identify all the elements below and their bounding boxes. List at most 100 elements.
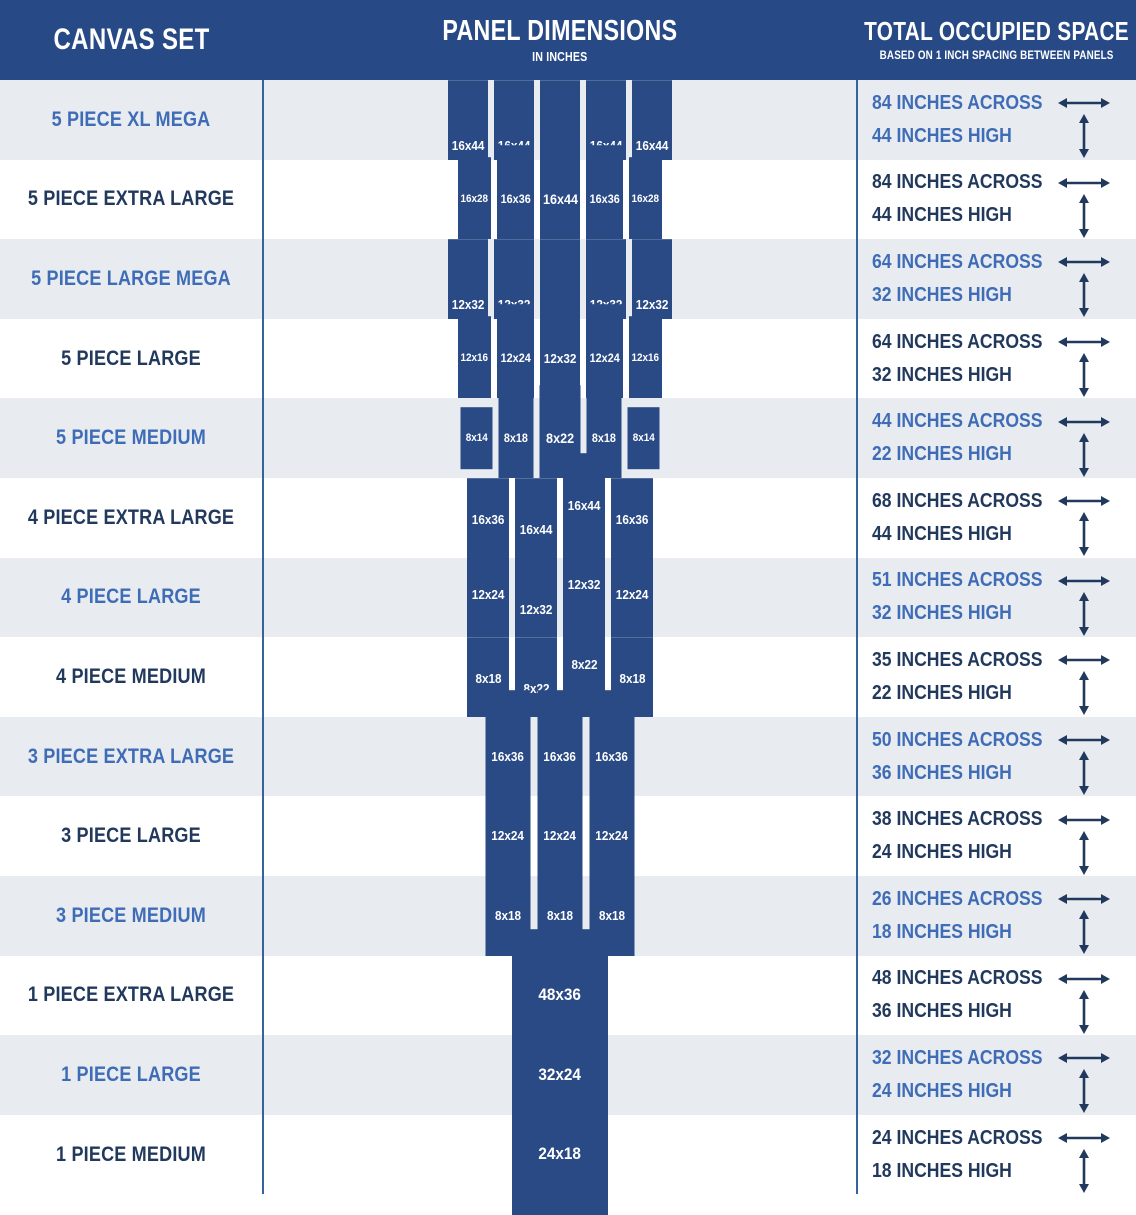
column-divider-right bbox=[856, 716, 858, 797]
double-arrow-horizontal-icon bbox=[1058, 177, 1110, 188]
double-arrow-horizontal-icon bbox=[1058, 973, 1110, 984]
canvas-panel: 16x36 bbox=[611, 477, 653, 562]
horizontal-arrow-wrapper bbox=[1054, 1050, 1114, 1066]
occupied-high-line: 32 INCHES HIGH bbox=[872, 353, 1122, 398]
double-arrow-vertical-icon bbox=[1079, 432, 1089, 477]
vertical-arrow-wrapper bbox=[1054, 1149, 1114, 1194]
vertical-arrow-wrapper bbox=[1054, 751, 1114, 796]
canvas-panel: 12x16 bbox=[629, 316, 662, 401]
panel-size-label: 12x24 bbox=[595, 828, 629, 844]
occupied-high-line: 24 INCHES HIGH bbox=[872, 1069, 1122, 1114]
horizontal-arrow-wrapper bbox=[1054, 812, 1114, 828]
column-divider-left bbox=[262, 637, 264, 717]
column-divider-left bbox=[262, 398, 264, 478]
occupied-across-text: 84 INCHES ACROSS bbox=[872, 91, 1043, 114]
occupied-space-cell: 64 INCHES ACROSS 32 INCHES HIGH bbox=[858, 319, 1136, 399]
panel-size-label: 12x24 bbox=[471, 587, 505, 603]
double-arrow-horizontal-icon bbox=[1058, 1133, 1110, 1144]
table-body: 5 PIECE XL MEGA 16x44 16x44 16x44 16x44 16x44… bbox=[0, 80, 1136, 1215]
panel-size-label: 16x44 bbox=[567, 498, 601, 514]
column-divider-right bbox=[856, 637, 858, 717]
occupied-across-line: 64 INCHES ACROSS bbox=[872, 326, 1122, 359]
horizontal-arrow-wrapper bbox=[1054, 95, 1114, 111]
panel-group: 16x28 16x36 16x44 16x36 16x28 bbox=[458, 133, 662, 266]
panel-group: 24x18 bbox=[512, 1088, 608, 1215]
occupied-across-line: 68 INCHES ACROSS bbox=[872, 485, 1122, 518]
horizontal-arrow-wrapper bbox=[1054, 891, 1114, 907]
double-arrow-horizontal-icon bbox=[1058, 496, 1110, 507]
panel-group: 12x24 12x32 12x32 12x24 bbox=[467, 533, 653, 662]
panel-size-label: 12x24 bbox=[543, 828, 577, 844]
panel-size-label: 16x36 bbox=[543, 749, 577, 765]
occupied-high-text: 18 INCHES HIGH bbox=[872, 1159, 1012, 1182]
header-title-total-occupied-space: TOTAL OCCUPIED SPACE bbox=[864, 16, 1129, 47]
column-divider-left bbox=[262, 318, 264, 399]
horizontal-arrow-wrapper bbox=[1054, 414, 1114, 430]
vertical-arrow-wrapper bbox=[1054, 114, 1114, 159]
occupied-high-text: 44 INCHES HIGH bbox=[872, 204, 1012, 227]
occupied-high-line: 32 INCHES HIGH bbox=[872, 273, 1122, 318]
column-divider-left bbox=[262, 477, 264, 558]
occupied-high-line: 18 INCHES HIGH bbox=[872, 910, 1122, 955]
canvas-panel: 16x28 bbox=[458, 157, 491, 242]
vertical-arrow-wrapper bbox=[1054, 830, 1114, 875]
occupied-high-line: 32 INCHES HIGH bbox=[872, 591, 1122, 636]
canvas-panel: 16x36 bbox=[586, 145, 623, 254]
panel-size-label: 16x44 bbox=[519, 522, 553, 538]
double-arrow-vertical-icon bbox=[1079, 671, 1089, 716]
occupied-space-cell: 48 INCHES ACROSS 36 INCHES HIGH bbox=[858, 956, 1136, 1036]
panel-size-label: 12x24 bbox=[500, 351, 531, 366]
horizontal-arrow-wrapper bbox=[1054, 175, 1114, 191]
occupied-across-line: 50 INCHES ACROSS bbox=[872, 724, 1122, 757]
occupied-space-cell: 84 INCHES ACROSS 44 INCHES HIGH bbox=[858, 80, 1136, 160]
occupied-space-cell: 32 INCHES ACROSS 24 INCHES HIGH bbox=[858, 1035, 1136, 1115]
column-divider-right bbox=[856, 80, 858, 160]
vertical-arrow-wrapper bbox=[1054, 353, 1114, 398]
vertical-arrow-wrapper bbox=[1054, 989, 1114, 1034]
panel-group: 8x14 8x18 8x22 8x18 8x14 bbox=[460, 385, 660, 492]
header-cell-total-occupied-space: TOTAL OCCUPIED SPACE BASED ON 1 INCH SPA… bbox=[857, 0, 1136, 80]
canvas-set-name: 1 PIECE MEDIUM bbox=[56, 1142, 206, 1166]
occupied-high-line: 24 INCHES HIGH bbox=[872, 830, 1122, 875]
canvas-panel: 8x14 bbox=[460, 407, 493, 470]
occupied-space-cell: 68 INCHES ACROSS 44 INCHES HIGH bbox=[858, 478, 1136, 558]
panel-diagram: 8x14 8x18 8x22 8x18 8x14 bbox=[264, 385, 856, 492]
double-arrow-horizontal-icon bbox=[1058, 257, 1110, 268]
occupied-space-cell: 35 INCHES ACROSS 22 INCHES HIGH bbox=[858, 637, 1136, 717]
occupied-across-text: 32 INCHES ACROSS bbox=[872, 1046, 1043, 1069]
canvas-set-name: 4 PIECE LARGE bbox=[61, 585, 201, 609]
vertical-arrow-wrapper bbox=[1054, 591, 1114, 636]
canvas-set-name: 4 PIECE MEDIUM bbox=[56, 664, 206, 688]
column-divider-left bbox=[262, 159, 264, 240]
horizontal-arrow-wrapper bbox=[1054, 971, 1114, 987]
panel-size-label: 8x18 bbox=[598, 908, 626, 924]
panel-size-label: 16x28 bbox=[460, 193, 489, 206]
column-divider-left bbox=[262, 875, 264, 956]
occupied-high-line: 22 INCHES HIGH bbox=[872, 671, 1122, 716]
horizontal-arrow-wrapper bbox=[1054, 732, 1114, 748]
occupied-across-text: 48 INCHES ACROSS bbox=[872, 967, 1043, 990]
double-arrow-horizontal-icon bbox=[1058, 814, 1110, 825]
double-arrow-horizontal-icon bbox=[1058, 894, 1110, 905]
occupied-across-line: 51 INCHES ACROSS bbox=[872, 564, 1122, 597]
canvas-panel: 16x28 bbox=[629, 157, 662, 242]
panel-size-label: 16x36 bbox=[615, 512, 649, 528]
occupied-space-cell: 26 INCHES ACROSS 18 INCHES HIGH bbox=[858, 876, 1136, 956]
double-arrow-horizontal-icon bbox=[1058, 1053, 1110, 1064]
panel-size-label: 8x18 bbox=[503, 431, 529, 446]
canvas-set-name: 5 PIECE EXTRA LARGE bbox=[27, 187, 235, 211]
panel-size-label: 24x18 bbox=[538, 1144, 582, 1164]
column-divider-right bbox=[856, 159, 858, 240]
occupied-across-text: 35 INCHES ACROSS bbox=[872, 648, 1043, 671]
occupied-space-cell: 64 INCHES ACROSS 32 INCHES HIGH bbox=[858, 239, 1136, 319]
vertical-arrow-wrapper bbox=[1054, 512, 1114, 557]
vertical-arrow-wrapper bbox=[1054, 193, 1114, 238]
canvas-set-name: 1 PIECE LARGE bbox=[61, 1062, 201, 1086]
double-arrow-horizontal-icon bbox=[1058, 416, 1110, 427]
horizontal-arrow-wrapper bbox=[1054, 652, 1114, 668]
double-arrow-vertical-icon bbox=[1079, 1149, 1089, 1194]
column-divider-left bbox=[262, 557, 264, 638]
horizontal-arrow-wrapper bbox=[1054, 254, 1114, 270]
panel-diagram: 12x24 12x32 12x32 12x24 bbox=[264, 533, 856, 662]
panel-size-label: 16x44 bbox=[635, 138, 669, 154]
